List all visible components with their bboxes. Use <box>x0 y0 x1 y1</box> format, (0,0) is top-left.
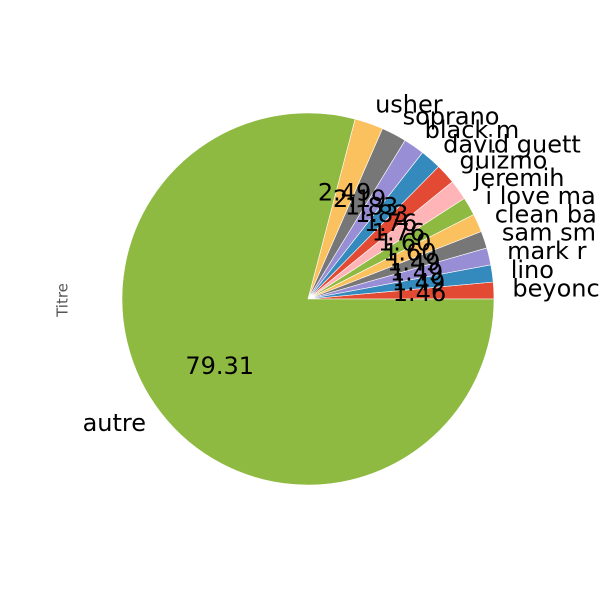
pie-value-label: 1.49 <box>392 269 445 297</box>
y-axis-label: Titre <box>54 283 72 318</box>
pie-value-label: 1.83 <box>355 200 408 228</box>
pie-value-label: 1.46 <box>393 279 446 307</box>
pie-value-label: 1.76 <box>372 219 425 247</box>
pie-label: guizmo <box>460 146 548 174</box>
pie-value-label: 79.31 <box>185 352 254 380</box>
pie-label: i love ma <box>485 182 595 210</box>
pie-label: black m <box>425 116 520 144</box>
pie-value-labels: 1.461.491.491.491.601.601.761.761.831.83… <box>185 179 446 381</box>
pie-label: autre <box>83 409 146 437</box>
pie-label: david guett <box>443 130 581 158</box>
pie-label: beyonce <box>512 275 600 303</box>
pie-value-label: 1.60 <box>383 238 436 266</box>
pie-value-label: 1.83 <box>345 192 398 220</box>
pie-label: usher <box>375 91 443 119</box>
pie-label: clean ba <box>495 200 597 228</box>
pie-value-label: 2.19 <box>333 185 386 213</box>
pie-label: mark r <box>507 237 586 265</box>
pie-value-label: 1.76 <box>364 209 417 237</box>
pie-value-label: 1.49 <box>390 258 443 286</box>
pie-label: lino <box>511 256 554 284</box>
pie-label: soprano <box>403 103 500 131</box>
pie-value-label: 1.60 <box>378 228 431 256</box>
pie-slice-autre <box>121 112 495 486</box>
pie-label: sam sm <box>502 219 596 247</box>
pie-value-label: 2.49 <box>318 179 371 207</box>
pie-slices <box>121 112 495 486</box>
pie-value-label: 1.49 <box>387 248 440 276</box>
pie-label: jeremih <box>473 164 565 192</box>
